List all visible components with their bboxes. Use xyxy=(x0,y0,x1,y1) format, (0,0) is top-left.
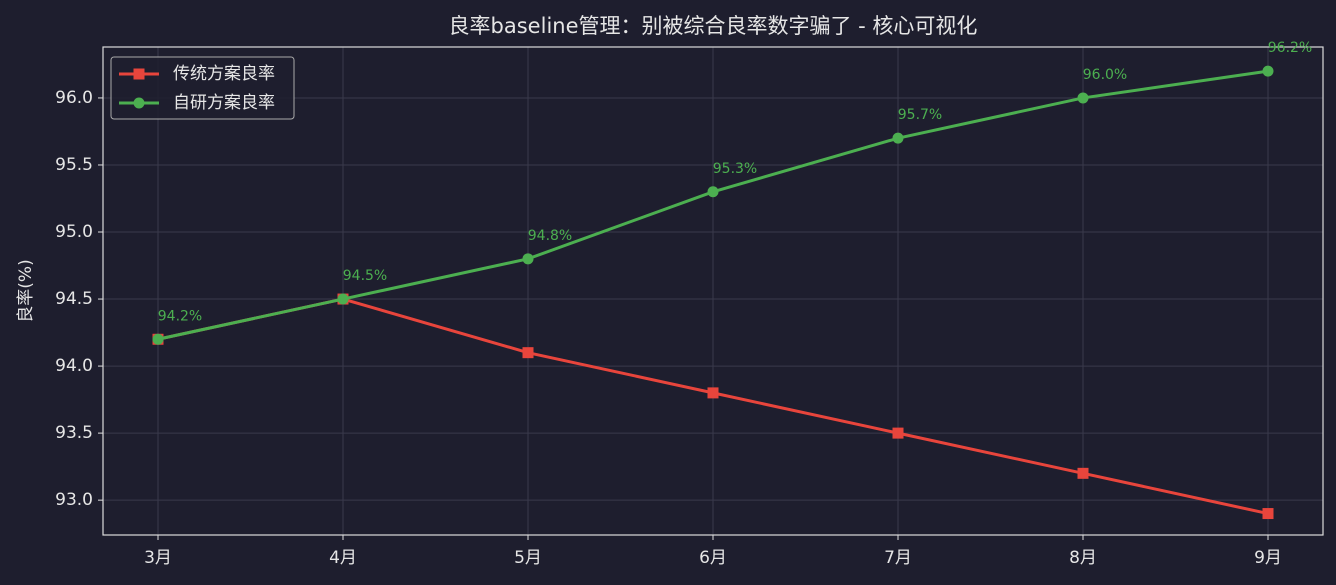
y-axis-label: 良率(%) xyxy=(16,259,36,322)
data-point xyxy=(892,132,904,144)
x-tick-label: 4月 xyxy=(329,548,357,568)
value-label: 96.2% xyxy=(1268,40,1312,56)
y-tick-label: 94.0 xyxy=(55,356,93,376)
value-label: 94.8% xyxy=(528,228,572,244)
value-label: 94.2% xyxy=(158,308,202,324)
data-point xyxy=(1077,92,1089,104)
plot-frame xyxy=(102,46,1324,536)
legend-marker xyxy=(133,68,145,80)
value-label: 94.5% xyxy=(343,268,387,284)
y-tick-label: 95.0 xyxy=(55,222,93,242)
x-tick-label: 7月 xyxy=(884,548,912,568)
x-tick-label: 8月 xyxy=(1069,548,1097,568)
data-point xyxy=(522,347,534,359)
data-point xyxy=(1262,508,1274,520)
y-tick-label: 94.5 xyxy=(55,289,93,309)
y-tick-label: 93.0 xyxy=(55,490,93,510)
x-tick-label: 5月 xyxy=(514,548,542,568)
value-label: 95.3% xyxy=(713,161,757,177)
y-tick-label: 93.5 xyxy=(55,423,93,443)
data-point xyxy=(337,293,349,305)
data-point xyxy=(522,253,534,265)
legend-label: 传统方案良率 xyxy=(173,64,275,84)
x-tick-label: 9月 xyxy=(1254,548,1282,568)
data-point xyxy=(892,427,904,439)
x-tick-label: 6月 xyxy=(699,548,727,568)
value-label: 96.0% xyxy=(1083,67,1127,83)
chart-title: 良率baseline管理：别被综合良率数字骗了 - 核心可视化 xyxy=(449,14,978,38)
value-label: 95.7% xyxy=(898,107,942,123)
data-point xyxy=(152,333,164,345)
data-point xyxy=(1262,65,1274,77)
data-point xyxy=(1077,467,1089,479)
y-tick-label: 96.0 xyxy=(55,88,93,108)
x-tick-label: 3月 xyxy=(144,548,172,568)
y-tick-label: 95.5 xyxy=(55,155,93,175)
data-point xyxy=(707,186,719,198)
legend-marker xyxy=(133,97,145,109)
legend-label: 自研方案良率 xyxy=(173,93,275,113)
data-point xyxy=(707,387,719,399)
